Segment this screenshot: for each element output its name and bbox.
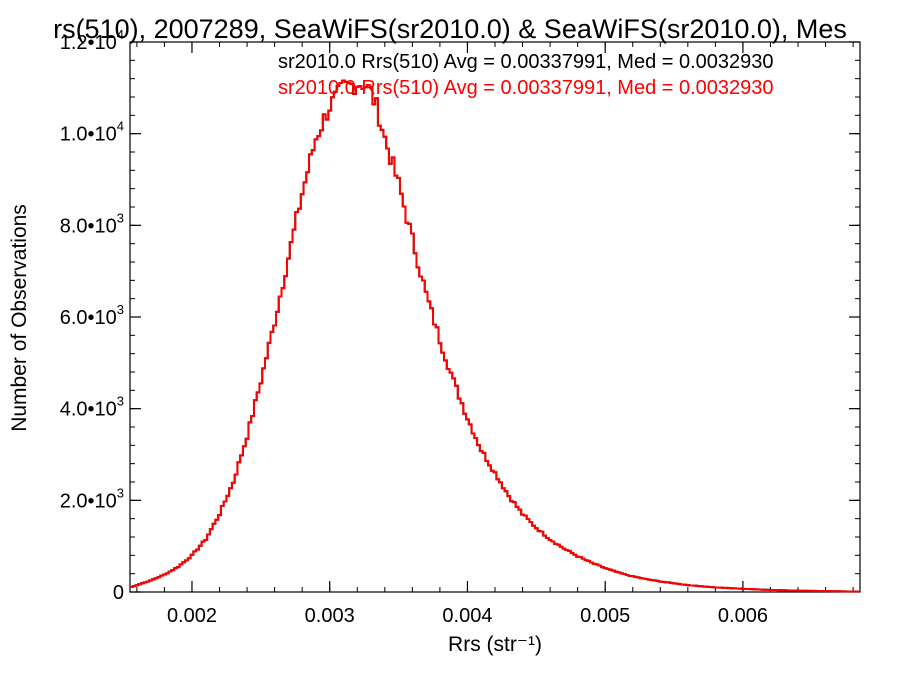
x-tick-label: 0.004 [442, 605, 492, 627]
x-tick-label: 0.003 [305, 605, 355, 627]
plot-frame [129, 41, 861, 593]
y-tick-label: 1.0•104 [60, 119, 124, 146]
y-tick-label: 1.2•104 [60, 27, 124, 54]
x-tick-label: 0.006 [718, 605, 768, 627]
y-axis-title: Number of Observations [8, 204, 31, 432]
histogram-series-0 [130, 79, 860, 593]
chart-title: rs(510), 2007289, SeaWiFS(sr2010.0) & Se… [53, 14, 847, 44]
y-tick-label: 8.0•103 [60, 210, 124, 237]
legend-annotation-1: sr2010.0 Rrs(510) Avg = 0.00337991, Med … [278, 77, 774, 99]
x-tick-label: 0.005 [580, 605, 630, 627]
series-layer [130, 79, 860, 593]
annotations: sr2010.0 Rrs(510) Avg = 0.00337991, Med … [278, 51, 774, 99]
x-tick-label: 0.002 [167, 605, 217, 627]
histogram-series-1 [130, 79, 860, 593]
y-tick-label: 4.0•103 [60, 394, 124, 421]
x-axis-title: Rrs (str⁻¹) [448, 633, 542, 656]
y-tick-label: 2.0•103 [60, 485, 124, 512]
axes: 0.002 0.003 0.004 0.005 0.006 0 2.0•103 4.0•103… [60, 27, 860, 627]
y-tick-label: 6.0•103 [60, 302, 124, 329]
plot-area-frame [129, 41, 861, 593]
legend-annotation-0: sr2010.0 Rrs(510) Avg = 0.00337991, Med … [278, 51, 774, 73]
y-tick-label: 0 [113, 582, 124, 604]
